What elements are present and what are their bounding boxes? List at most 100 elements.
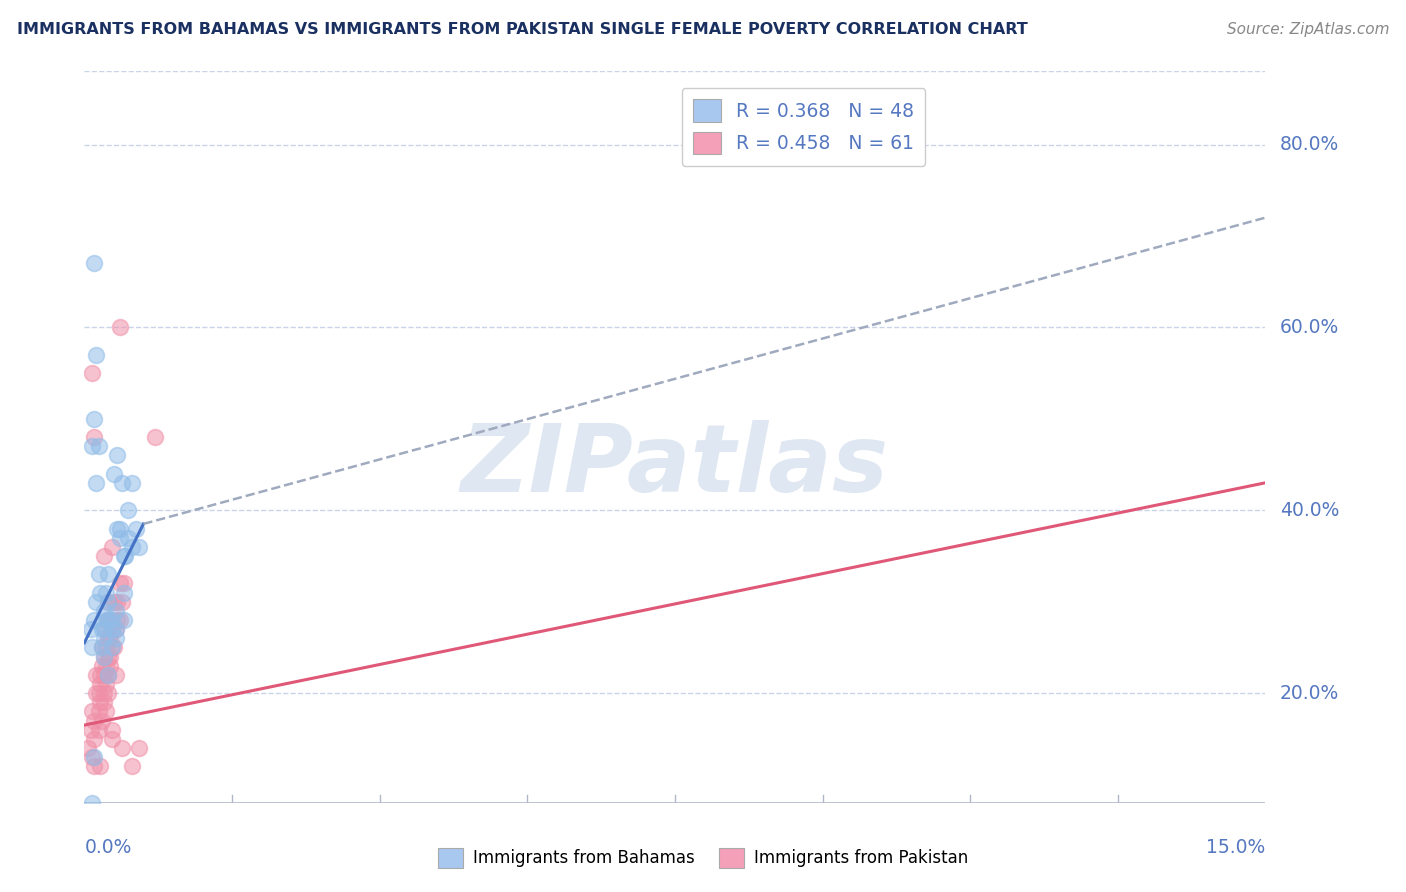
- Point: [82, 640, 104, 655]
- Point: [111, 594, 134, 608]
- Point: [89, 585, 111, 599]
- Point: [83, 714, 105, 728]
- Point: [98, 632, 121, 646]
- Point: [117, 503, 139, 517]
- Point: [97, 594, 120, 608]
- Point: [97, 649, 120, 664]
- Text: 20.0%: 20.0%: [1279, 683, 1339, 703]
- Point: [83, 759, 105, 773]
- Point: [98, 613, 121, 627]
- Point: [90, 622, 112, 636]
- Point: [121, 475, 143, 490]
- Point: [93, 549, 115, 563]
- Text: 0.0%: 0.0%: [84, 838, 132, 856]
- Point: [108, 320, 131, 334]
- Point: [93, 649, 115, 664]
- Point: [112, 585, 135, 599]
- Point: [87, 723, 110, 737]
- Legend: R = 0.368   N = 48, R = 0.458   N = 61: R = 0.368 N = 48, R = 0.458 N = 61: [682, 88, 925, 166]
- Point: [87, 705, 110, 719]
- Point: [87, 567, 110, 582]
- Point: [96, 705, 118, 719]
- Point: [111, 740, 134, 755]
- Point: [97, 667, 120, 681]
- Point: [97, 667, 120, 681]
- Point: [90, 714, 112, 728]
- Text: IMMIGRANTS FROM BAHAMAS VS IMMIGRANTS FROM PAKISTAN SINGLE FEMALE POVERTY CORREL: IMMIGRANTS FROM BAHAMAS VS IMMIGRANTS FR…: [17, 22, 1028, 37]
- Point: [96, 658, 118, 673]
- Point: [97, 613, 120, 627]
- Point: [82, 796, 104, 810]
- Point: [111, 475, 134, 490]
- Point: [128, 540, 150, 554]
- Point: [93, 622, 115, 636]
- Point: [84, 594, 107, 608]
- Point: [90, 640, 112, 655]
- Point: [143, 430, 166, 444]
- Point: [103, 640, 125, 655]
- Point: [124, 521, 146, 535]
- Text: 40.0%: 40.0%: [1279, 500, 1339, 520]
- Point: [82, 366, 104, 380]
- Point: [83, 613, 105, 627]
- Point: [93, 649, 115, 664]
- Point: [101, 622, 124, 636]
- Point: [83, 430, 105, 444]
- Point: [104, 632, 127, 646]
- Point: [117, 531, 139, 545]
- Point: [101, 731, 124, 746]
- Point: [89, 677, 111, 691]
- Point: [79, 723, 101, 737]
- Text: Source: ZipAtlas.com: Source: ZipAtlas.com: [1226, 22, 1389, 37]
- Point: [82, 705, 104, 719]
- Point: [97, 686, 120, 700]
- Point: [103, 594, 125, 608]
- Point: [93, 667, 115, 681]
- Point: [87, 686, 110, 700]
- Point: [121, 540, 143, 554]
- Point: [112, 549, 135, 563]
- Point: [101, 640, 124, 655]
- Point: [108, 576, 131, 591]
- Legend: Immigrants from Bahamas, Immigrants from Pakistan: Immigrants from Bahamas, Immigrants from…: [430, 841, 976, 875]
- Point: [112, 576, 135, 591]
- Point: [93, 604, 115, 618]
- Point: [107, 594, 129, 608]
- Point: [101, 613, 124, 627]
- Point: [93, 686, 115, 700]
- Point: [128, 740, 150, 755]
- Point: [96, 613, 118, 627]
- Point: [89, 695, 111, 709]
- Point: [98, 658, 121, 673]
- Point: [108, 613, 131, 627]
- Point: [97, 567, 120, 582]
- Point: [107, 613, 129, 627]
- Point: [90, 658, 112, 673]
- Text: 60.0%: 60.0%: [1279, 318, 1339, 337]
- Point: [84, 348, 107, 362]
- Point: [87, 439, 110, 453]
- Point: [84, 475, 107, 490]
- Point: [83, 256, 105, 270]
- Point: [82, 439, 104, 453]
- Point: [98, 649, 121, 664]
- Text: 80.0%: 80.0%: [1279, 135, 1339, 154]
- Point: [107, 448, 129, 462]
- Point: [108, 521, 131, 535]
- Point: [101, 640, 124, 655]
- Point: [114, 549, 136, 563]
- Point: [101, 540, 124, 554]
- Point: [89, 759, 111, 773]
- Point: [83, 731, 105, 746]
- Point: [83, 750, 105, 764]
- Point: [84, 686, 107, 700]
- Point: [96, 622, 118, 636]
- Point: [89, 667, 111, 681]
- Point: [112, 613, 135, 627]
- Point: [93, 695, 115, 709]
- Point: [97, 594, 120, 608]
- Point: [84, 667, 107, 681]
- Point: [103, 467, 125, 481]
- Point: [97, 632, 120, 646]
- Point: [101, 622, 124, 636]
